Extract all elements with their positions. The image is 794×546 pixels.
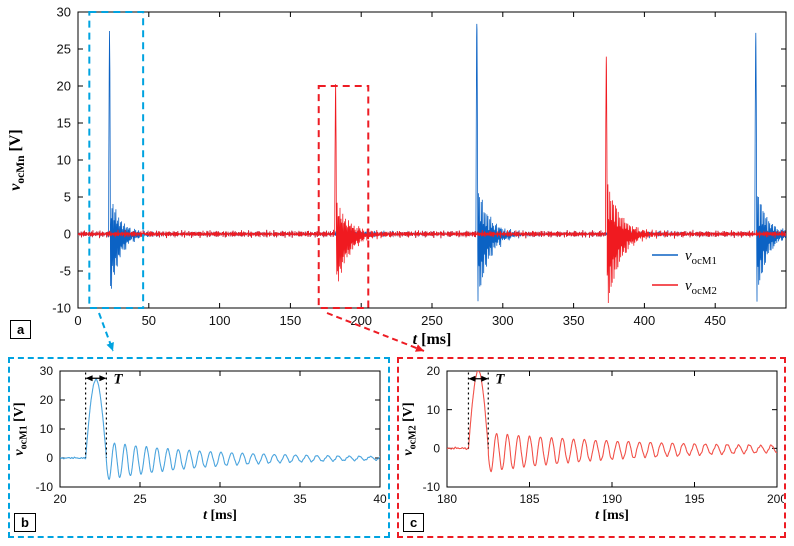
svg-text:vocM1: vocM1 (685, 248, 717, 267)
svg-text:30: 30 (213, 492, 227, 506)
main-chart: 0 50 100 150 200 250 300 350 400 450 -10 -5 0 5 10 15 20… (7, 5, 787, 348)
svg-text:20: 20 (40, 393, 54, 407)
svg-text:t [ms]: t [ms] (413, 331, 452, 348)
svg-text:185: 185 (519, 492, 539, 506)
svg-text:25: 25 (133, 492, 147, 506)
svg-text:t [ms]: t [ms] (595, 508, 629, 523)
svg-text:-10: -10 (52, 301, 71, 316)
svg-text:-5: -5 (59, 264, 71, 279)
svg-text:50: 50 (142, 313, 156, 328)
svg-text:200: 200 (767, 492, 784, 506)
svg-text:195: 195 (684, 492, 704, 506)
svg-text:-10: -10 (36, 480, 54, 494)
svg-text:10: 10 (427, 403, 441, 417)
svg-text:300: 300 (492, 313, 514, 328)
panel-a-label: a (10, 320, 32, 339)
svg-text:vocM1 [V]: vocM1 [V] (12, 402, 30, 455)
svg-text:150: 150 (280, 313, 302, 328)
zoom-chart-b: 20 25 30 35 40 -10 0 10 20 30 Tt [ms] vocM1 [V] (12, 364, 387, 523)
svg-text:T: T (113, 371, 123, 387)
svg-text:10: 10 (57, 153, 71, 168)
svg-text:100: 100 (209, 313, 231, 328)
svg-text:vocM2: vocM2 (685, 278, 717, 297)
svg-text:0: 0 (46, 451, 53, 465)
svg-text:20: 20 (427, 364, 441, 378)
svg-text:250: 250 (421, 313, 443, 328)
svg-text:0: 0 (74, 313, 81, 328)
zoom-chart-c: 180 185 190 195 200 -10 0 10 20 Tt [ms] vocM2 [V] (401, 364, 784, 523)
svg-text:10: 10 (40, 422, 54, 436)
svg-text:400: 400 (634, 313, 656, 328)
svg-text:190: 190 (602, 492, 622, 506)
svg-text:20: 20 (53, 492, 67, 506)
svg-text:200: 200 (350, 313, 372, 328)
panel-b-label: b (14, 513, 36, 532)
svg-text:35: 35 (293, 492, 307, 506)
svg-text:0: 0 (433, 442, 440, 456)
svg-text:vocMn [V]: vocMn [V] (7, 129, 27, 190)
panel-c-label: c (403, 513, 425, 532)
svg-text:350: 350 (563, 313, 585, 328)
svg-text:20: 20 (57, 79, 71, 94)
svg-text:450: 450 (704, 313, 726, 328)
svg-text:30: 30 (57, 5, 71, 20)
svg-text:-10: -10 (423, 480, 441, 494)
svg-text:180: 180 (437, 492, 457, 506)
svg-text:vocM2 [V]: vocM2 [V] (401, 402, 419, 455)
svg-text:30: 30 (40, 364, 54, 378)
svg-text:25: 25 (57, 42, 71, 57)
svg-text:5: 5 (64, 190, 71, 205)
svg-text:15: 15 (57, 116, 71, 131)
svg-text:40: 40 (373, 492, 387, 506)
svg-text:0: 0 (64, 227, 71, 242)
svg-text:T: T (495, 372, 505, 388)
svg-text:t [ms]: t [ms] (203, 508, 237, 523)
